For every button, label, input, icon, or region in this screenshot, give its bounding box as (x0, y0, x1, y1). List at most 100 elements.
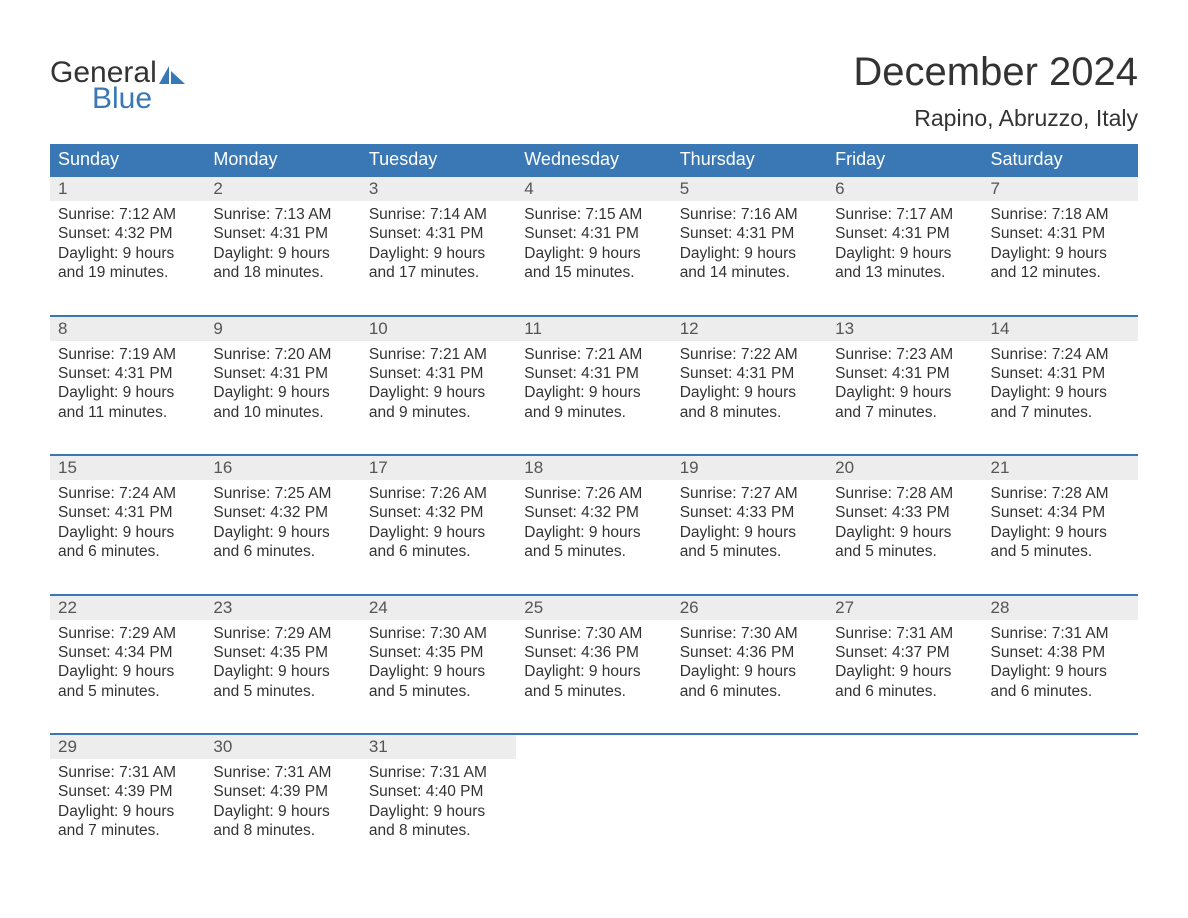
day-number-cell: 16 (205, 455, 360, 480)
day-sunrise: Sunrise: 7:17 AM (835, 205, 974, 224)
day-number-cell: 1 (50, 176, 205, 201)
day-daylight2: and 5 minutes. (58, 682, 197, 701)
day-details: Sunrise: 7:29 AMSunset: 4:35 PMDaylight:… (205, 620, 360, 716)
day-number-cell: 26 (672, 595, 827, 620)
day-daylight1: Daylight: 9 hours (58, 662, 197, 681)
day-number-cell: 31 (361, 734, 516, 759)
day-header: Tuesday (361, 144, 516, 176)
page: General Blue December 2024 Rapino, Abruz… (0, 0, 1188, 918)
day-sunrise: Sunrise: 7:31 AM (213, 763, 352, 782)
week-daynum-row: 293031 (50, 734, 1138, 759)
day-daylight1: Daylight: 9 hours (835, 383, 974, 402)
day-details: Sunrise: 7:15 AMSunset: 4:31 PMDaylight:… (516, 201, 671, 297)
day-header-row: SundayMondayTuesdayWednesdayThursdayFrid… (50, 144, 1138, 176)
day-sunrise: Sunrise: 7:24 AM (991, 345, 1130, 364)
day-sunset: Sunset: 4:31 PM (991, 224, 1130, 243)
day-header: Saturday (983, 144, 1138, 176)
day-details: Sunrise: 7:28 AMSunset: 4:34 PMDaylight:… (983, 480, 1138, 576)
day-sunrise: Sunrise: 7:26 AM (524, 484, 663, 503)
day-daylight2: and 7 minutes. (991, 403, 1130, 422)
day-sunrise: Sunrise: 7:19 AM (58, 345, 197, 364)
logo-sail-icon (159, 66, 185, 84)
day-sunset: Sunset: 4:40 PM (369, 782, 508, 801)
day-sunset: Sunset: 4:36 PM (524, 643, 663, 662)
day-sunrise: Sunrise: 7:29 AM (213, 624, 352, 643)
day-daylight2: and 13 minutes. (835, 263, 974, 282)
day-details: Sunrise: 7:31 AMSunset: 4:38 PMDaylight:… (983, 620, 1138, 716)
day-number-cell: 20 (827, 455, 982, 480)
day-content-cell: Sunrise: 7:26 AMSunset: 4:32 PMDaylight:… (516, 480, 671, 595)
day-number-cell: 11 (516, 316, 671, 341)
day-daylight1: Daylight: 9 hours (991, 244, 1130, 263)
day-sunrise: Sunrise: 7:14 AM (369, 205, 508, 224)
day-sunrise: Sunrise: 7:30 AM (680, 624, 819, 643)
day-daylight2: and 5 minutes. (835, 542, 974, 561)
day-sunrise: Sunrise: 7:16 AM (680, 205, 819, 224)
day-daylight1: Daylight: 9 hours (524, 523, 663, 542)
day-daylight2: and 7 minutes. (835, 403, 974, 422)
day-sunset: Sunset: 4:31 PM (213, 224, 352, 243)
day-sunset: Sunset: 4:32 PM (58, 224, 197, 243)
day-number-cell: 24 (361, 595, 516, 620)
day-daylight1: Daylight: 9 hours (680, 662, 819, 681)
day-content-cell: Sunrise: 7:30 AMSunset: 4:36 PMDaylight:… (516, 620, 671, 735)
day-daylight1: Daylight: 9 hours (213, 244, 352, 263)
day-details: Sunrise: 7:18 AMSunset: 4:31 PMDaylight:… (983, 201, 1138, 297)
day-details: Sunrise: 7:31 AMSunset: 4:37 PMDaylight:… (827, 620, 982, 716)
week-content-row: Sunrise: 7:19 AMSunset: 4:31 PMDaylight:… (50, 341, 1138, 456)
day-daylight1: Daylight: 9 hours (835, 244, 974, 263)
day-content-cell: Sunrise: 7:28 AMSunset: 4:33 PMDaylight:… (827, 480, 982, 595)
day-sunrise: Sunrise: 7:31 AM (58, 763, 197, 782)
day-number-cell: 10 (361, 316, 516, 341)
day-daylight2: and 12 minutes. (991, 263, 1130, 282)
day-sunrise: Sunrise: 7:21 AM (369, 345, 508, 364)
logo: General Blue (50, 50, 185, 114)
day-number-cell: 30 (205, 734, 360, 759)
day-content-cell: Sunrise: 7:31 AMSunset: 4:39 PMDaylight:… (205, 759, 360, 859)
week-daynum-row: 1234567 (50, 176, 1138, 201)
day-sunset: Sunset: 4:33 PM (835, 503, 974, 522)
day-daylight2: and 19 minutes. (58, 263, 197, 282)
day-content-cell: Sunrise: 7:12 AMSunset: 4:32 PMDaylight:… (50, 201, 205, 316)
day-sunrise: Sunrise: 7:23 AM (835, 345, 974, 364)
title-block: December 2024 Rapino, Abruzzo, Italy (853, 50, 1138, 132)
day-sunrise: Sunrise: 7:12 AM (58, 205, 197, 224)
day-content-cell: Sunrise: 7:31 AMSunset: 4:37 PMDaylight:… (827, 620, 982, 735)
day-number-cell: 2 (205, 176, 360, 201)
day-sunset: Sunset: 4:31 PM (213, 364, 352, 383)
day-content-cell: Sunrise: 7:31 AMSunset: 4:40 PMDaylight:… (361, 759, 516, 859)
day-number-cell: 27 (827, 595, 982, 620)
month-title: December 2024 (853, 50, 1138, 95)
week-daynum-row: 22232425262728 (50, 595, 1138, 620)
day-sunset: Sunset: 4:31 PM (58, 364, 197, 383)
day-content-cell (672, 759, 827, 859)
calendar-header: SundayMondayTuesdayWednesdayThursdayFrid… (50, 144, 1138, 176)
day-sunset: Sunset: 4:33 PM (680, 503, 819, 522)
day-sunset: Sunset: 4:39 PM (58, 782, 197, 801)
day-details: Sunrise: 7:26 AMSunset: 4:32 PMDaylight:… (516, 480, 671, 576)
day-daylight1: Daylight: 9 hours (213, 662, 352, 681)
day-daylight1: Daylight: 9 hours (835, 523, 974, 542)
day-number-cell: 3 (361, 176, 516, 201)
day-details: Sunrise: 7:17 AMSunset: 4:31 PMDaylight:… (827, 201, 982, 297)
day-daylight2: and 5 minutes. (213, 682, 352, 701)
day-daylight2: and 9 minutes. (524, 403, 663, 422)
day-details: Sunrise: 7:29 AMSunset: 4:34 PMDaylight:… (50, 620, 205, 716)
day-content-cell: Sunrise: 7:21 AMSunset: 4:31 PMDaylight:… (516, 341, 671, 456)
day-daylight2: and 6 minutes. (213, 542, 352, 561)
day-daylight2: and 5 minutes. (991, 542, 1130, 561)
day-daylight2: and 6 minutes. (991, 682, 1130, 701)
day-daylight1: Daylight: 9 hours (991, 523, 1130, 542)
week-content-row: Sunrise: 7:31 AMSunset: 4:39 PMDaylight:… (50, 759, 1138, 859)
day-sunrise: Sunrise: 7:30 AM (369, 624, 508, 643)
day-number-cell: 6 (827, 176, 982, 201)
day-content-cell (827, 759, 982, 859)
day-content-cell: Sunrise: 7:17 AMSunset: 4:31 PMDaylight:… (827, 201, 982, 316)
day-sunset: Sunset: 4:31 PM (58, 503, 197, 522)
day-sunset: Sunset: 4:31 PM (991, 364, 1130, 383)
day-sunset: Sunset: 4:31 PM (369, 364, 508, 383)
day-daylight1: Daylight: 9 hours (369, 662, 508, 681)
day-number-cell: 29 (50, 734, 205, 759)
day-sunrise: Sunrise: 7:26 AM (369, 484, 508, 503)
day-details: Sunrise: 7:31 AMSunset: 4:40 PMDaylight:… (361, 759, 516, 855)
